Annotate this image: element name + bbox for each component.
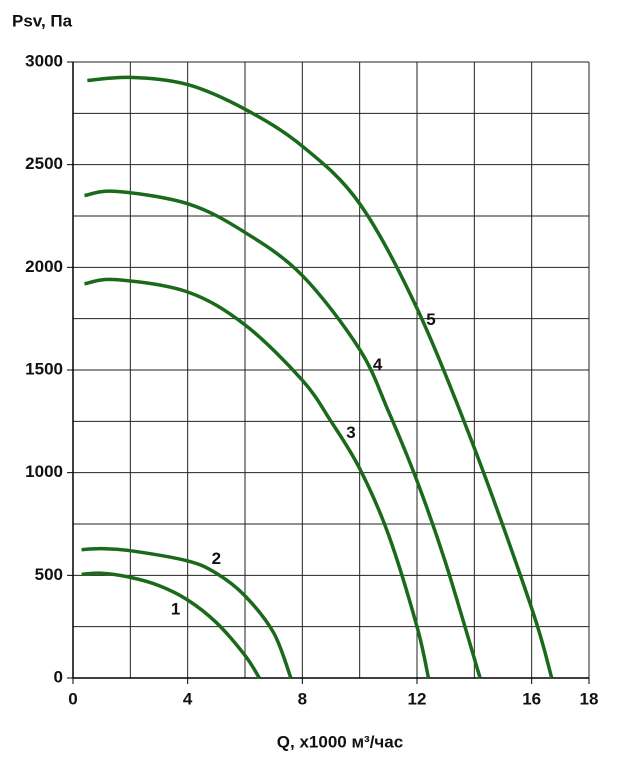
- y-tick-label: 3000: [25, 51, 63, 70]
- y-axis-label: Psv, Па: [12, 11, 73, 30]
- y-tick-label: 0: [54, 667, 63, 686]
- curve-label: 4: [373, 355, 383, 374]
- x-tick-label: 16: [522, 689, 541, 708]
- curve: [81, 571, 261, 679]
- x-tick-label: 12: [408, 689, 427, 708]
- curve: [81, 546, 293, 679]
- x-tick-label: 0: [68, 689, 77, 708]
- curve: [87, 75, 554, 679]
- y-tick-label: 2000: [25, 257, 63, 276]
- curve: [84, 189, 482, 679]
- curve-label: 3: [346, 423, 355, 442]
- x-tick-label: 18: [580, 689, 599, 708]
- x-tick-label: 8: [298, 689, 307, 708]
- y-tick-label: 1000: [25, 462, 63, 481]
- x-tick-label: 4: [183, 689, 193, 708]
- x-axis-label: Q, x1000 м³/час: [277, 732, 403, 751]
- curve-label: 2: [212, 549, 221, 568]
- curve: [84, 277, 431, 679]
- y-tick-label: 500: [35, 565, 63, 584]
- y-tick-label: 1500: [25, 359, 63, 378]
- curve-label: 5: [426, 310, 435, 329]
- y-tick-label: 2500: [25, 154, 63, 173]
- curve-label: 1: [171, 599, 180, 618]
